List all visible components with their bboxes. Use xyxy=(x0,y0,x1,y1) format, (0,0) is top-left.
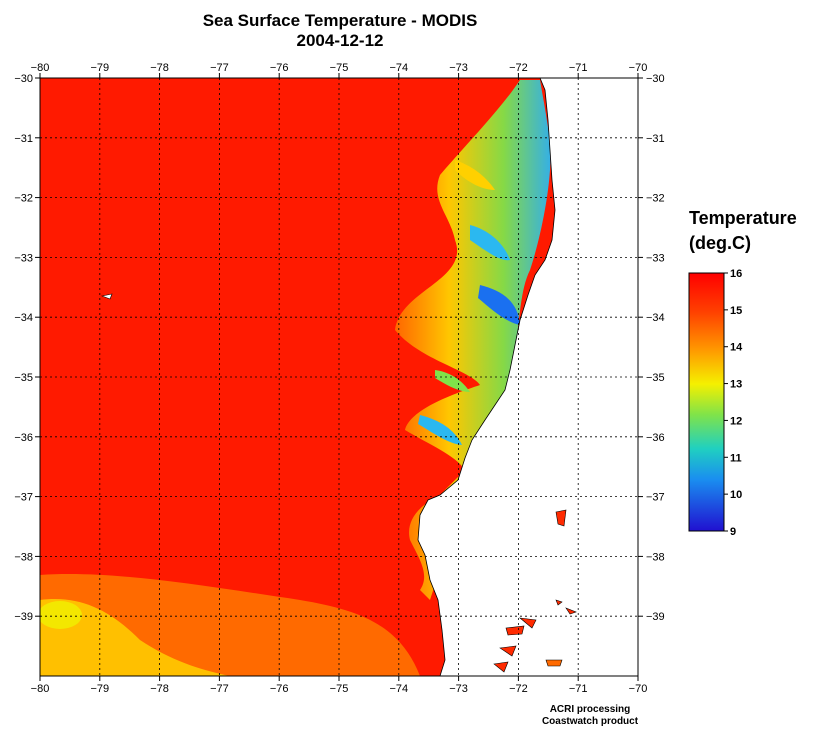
island xyxy=(100,293,113,300)
lon-tick-label-top: −74 xyxy=(389,62,408,74)
lon-tick-label-bottom: −74 xyxy=(389,683,408,695)
lat-tick-label-right: −32 xyxy=(646,193,665,205)
axis-ticks: −80 −80 −79 −79 −78 −78 −77 −77 −76 −76 −75 −75 −74 −… xyxy=(14,62,664,695)
map-title: Sea Surface Temperature - MODIS xyxy=(202,11,478,30)
lon-tick-label-bottom: −71 xyxy=(569,683,588,695)
lat-tick-label-right: −31 xyxy=(646,133,665,145)
coastal-upwelling-band xyxy=(395,80,551,600)
color-bar-tick-label: 9 xyxy=(730,526,736,538)
island xyxy=(545,659,563,667)
lon-tick-label-top: −75 xyxy=(330,62,349,74)
lat-tick-label-right: −38 xyxy=(646,551,665,563)
lat-tick-label-right: −39 xyxy=(646,611,665,623)
color-bar-tick-label: 16 xyxy=(730,268,742,280)
color-bar-tick-label: 14 xyxy=(730,342,743,354)
cold-core-north xyxy=(470,225,510,261)
lat-tick-label-left: −39 xyxy=(14,611,33,623)
legend-title: Temperature xyxy=(689,208,797,228)
color-bar-tick-label: 10 xyxy=(730,489,742,501)
map-date: 2004-12-12 xyxy=(296,31,384,50)
lat-tick-label-left: −35 xyxy=(14,372,33,384)
cold-core-south xyxy=(418,415,462,445)
lat-tick-label-left: −30 xyxy=(14,73,33,85)
legend-units: (deg.C) xyxy=(689,233,751,253)
lat-tick-label-right: −34 xyxy=(646,312,665,324)
product-credit: Coastwatch product xyxy=(541,716,639,727)
lon-tick-label-top: −76 xyxy=(270,62,289,74)
lon-tick-label-top: −71 xyxy=(569,62,588,74)
color-bar-tick-label: 13 xyxy=(730,379,742,391)
lon-tick-label-bottom: −73 xyxy=(449,683,468,695)
lat-tick-label-left: −34 xyxy=(14,312,33,324)
color-bar-ticks: 16 15 14 13 12 11 10 9 xyxy=(724,268,743,538)
cold-core-central xyxy=(478,285,520,325)
lat-tick-label-left: −31 xyxy=(14,133,33,145)
island xyxy=(519,617,537,629)
lat-tick-label-left: −38 xyxy=(14,551,33,563)
color-bar-tick-label: 15 xyxy=(730,305,742,317)
lat-tick-label-right: −37 xyxy=(646,492,665,504)
island xyxy=(499,645,517,657)
lon-tick-label-bottom: −72 xyxy=(509,683,528,695)
island xyxy=(555,509,567,527)
island xyxy=(505,625,525,636)
land-mass xyxy=(417,78,638,676)
lat-tick-label-right: −35 xyxy=(646,372,665,384)
lon-tick-label-bottom: −79 xyxy=(90,683,109,695)
island xyxy=(493,661,509,673)
lon-tick-label-top: −70 xyxy=(629,62,648,74)
lon-tick-label-bottom: −80 xyxy=(31,683,50,695)
lat-tick-label-left: −37 xyxy=(14,492,33,504)
lon-tick-label-bottom: −70 xyxy=(629,683,648,695)
island xyxy=(555,599,563,606)
lon-tick-label-top: −80 xyxy=(31,62,50,74)
lon-tick-label-top: −79 xyxy=(90,62,109,74)
lon-tick-label-bottom: −78 xyxy=(150,683,169,695)
lat-tick-label-left: −36 xyxy=(14,432,33,444)
lon-tick-label-top: −73 xyxy=(449,62,468,74)
lon-tick-label-bottom: −75 xyxy=(330,683,349,695)
lon-tick-label-top: −77 xyxy=(210,62,229,74)
color-bar-tick-label: 11 xyxy=(730,452,742,464)
color-bar-tick-label: 12 xyxy=(730,415,742,427)
lon-tick-label-bottom: −76 xyxy=(270,683,289,695)
lat-tick-label-left: −32 xyxy=(14,193,33,205)
lon-tick-label-bottom: −77 xyxy=(210,683,229,695)
lat-tick-label-right: −30 xyxy=(646,73,665,85)
lon-tick-label-top: −78 xyxy=(150,62,169,74)
color-bar xyxy=(688,272,725,532)
lon-tick-label-top: −72 xyxy=(509,62,528,74)
lat-tick-label-left: −33 xyxy=(14,252,33,264)
lat-tick-label-right: −33 xyxy=(646,252,665,264)
lat-tick-label-right: −36 xyxy=(646,432,665,444)
processing-credit: ACRI processing xyxy=(549,704,631,715)
southwest-yellow-region xyxy=(40,599,230,676)
island xyxy=(565,607,577,615)
